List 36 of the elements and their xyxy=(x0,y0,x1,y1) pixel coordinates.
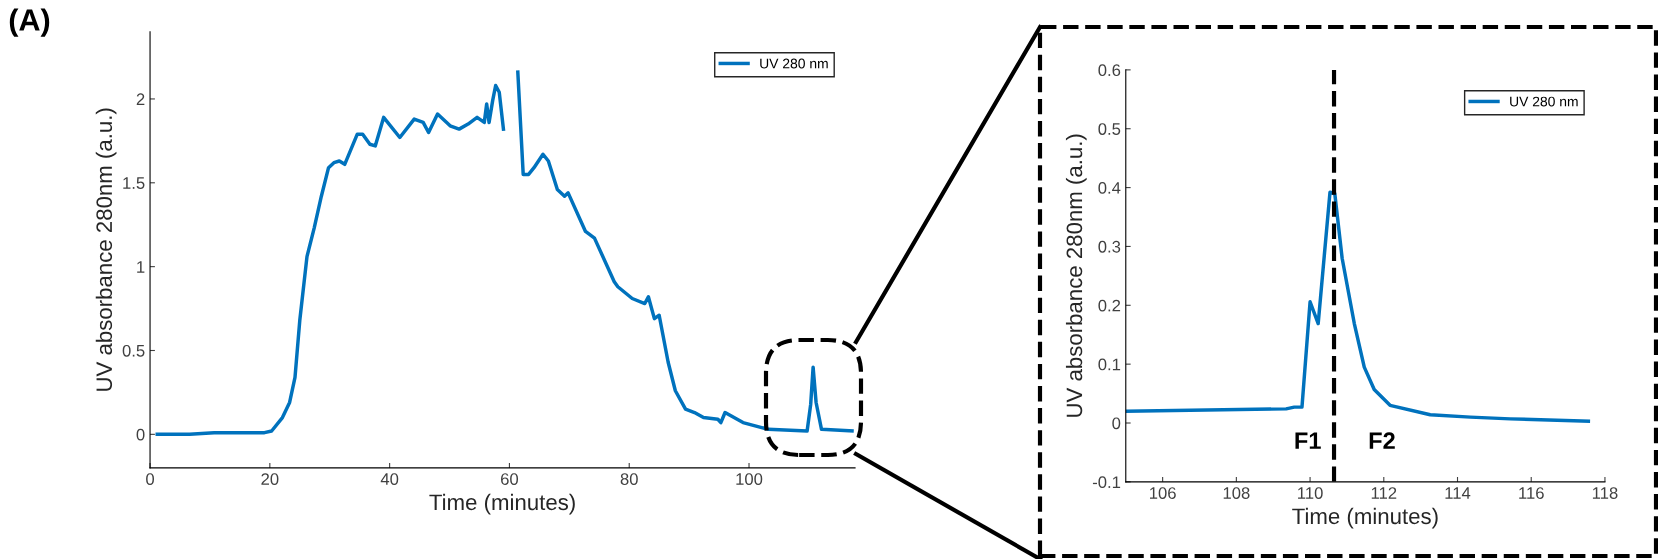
y-axis-title: UV absorbance 280nm (a.u.) xyxy=(95,108,117,391)
x-tick-label: 118 xyxy=(1592,487,1618,499)
legend-label: UV 280 nm xyxy=(760,58,828,69)
y-tick-label: 2 xyxy=(136,93,145,105)
y-tick-label: -0.1 xyxy=(1092,476,1121,489)
x-tick-label: 100 xyxy=(736,473,763,485)
annotation: F1 xyxy=(1295,432,1321,449)
x-tick-label: 110 xyxy=(1298,487,1323,499)
x-tick-label: 106 xyxy=(1150,487,1176,499)
annotation: F2 xyxy=(1369,432,1395,449)
y-tick-label: 0 xyxy=(136,428,145,441)
y-tick-label: 0.3 xyxy=(1098,240,1121,253)
x-tick-label: 0 xyxy=(146,473,155,485)
x-tick-label: 108 xyxy=(1223,487,1250,499)
y-tick-label: 0.4 xyxy=(1098,181,1121,194)
x-tick-label: 116 xyxy=(1519,487,1544,499)
x-tick-label: 40 xyxy=(380,473,399,485)
line-series xyxy=(1125,190,1591,423)
y-tick-label: 1 xyxy=(137,261,145,273)
y-tick-label: 0.2 xyxy=(1098,299,1121,312)
y-tick-label: 1.5 xyxy=(123,177,145,189)
y-tick-label: 0.6 xyxy=(1098,64,1121,77)
x-tick-label: 112 xyxy=(1371,487,1397,499)
x-tick-label: 20 xyxy=(261,473,279,485)
y-tick-label: 0 xyxy=(1112,417,1121,430)
x-tick-label: 80 xyxy=(620,473,638,485)
text: (A) xyxy=(9,8,50,37)
y-tick-label: 0.5 xyxy=(1098,123,1121,135)
y-axis-title: UV absorbance 280nm (a.u.) xyxy=(1065,134,1087,417)
y-tick-label: 0.5 xyxy=(122,344,145,357)
x-axis-title: Time (minutes) xyxy=(429,493,575,515)
y-tick-label: 0.1 xyxy=(1098,358,1121,371)
x-tick-label: 114 xyxy=(1445,487,1471,499)
x-axis-title: Time (minutes) xyxy=(1292,507,1438,529)
legend-label: UV 280 nm xyxy=(1510,96,1578,107)
x-tick-label: 60 xyxy=(501,473,519,485)
